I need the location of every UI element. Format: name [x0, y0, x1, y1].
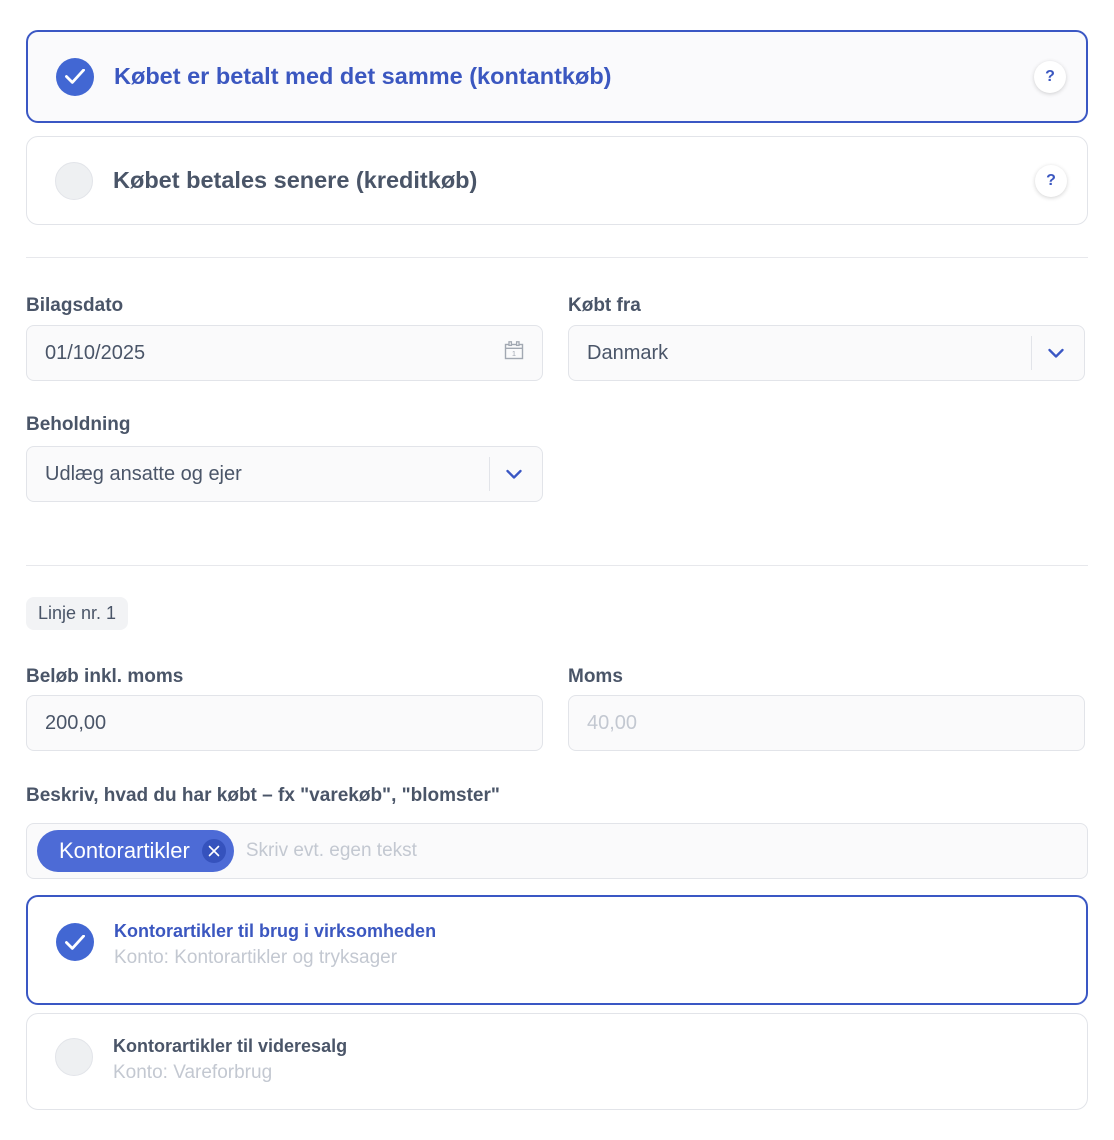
svg-text:1: 1	[512, 349, 516, 358]
